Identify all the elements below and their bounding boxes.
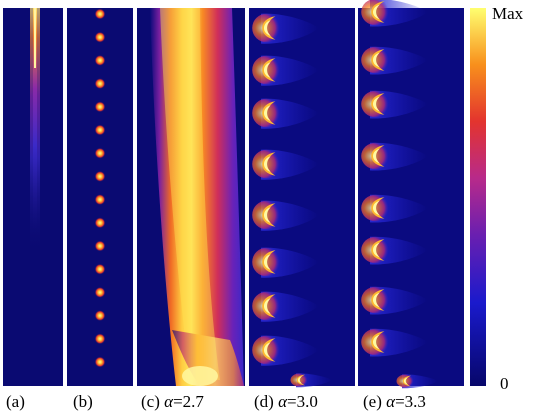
panel-b-dot bbox=[94, 310, 106, 322]
caption-a: (a) bbox=[6, 392, 25, 412]
panel-d-crescent bbox=[252, 55, 319, 86]
panel-d-crescent bbox=[252, 335, 319, 366]
caption-c-alpha: α bbox=[164, 392, 174, 411]
caption-a-label: (a) bbox=[6, 392, 25, 411]
panel-e-crescent bbox=[361, 328, 428, 357]
panel-b-dot bbox=[94, 286, 106, 298]
caption-b: (b) bbox=[73, 392, 93, 412]
panel-b-dot bbox=[94, 78, 106, 90]
panel-d-crescent-partial bbox=[290, 373, 332, 388]
colorbar bbox=[470, 8, 486, 386]
panel-d-crescent bbox=[252, 98, 319, 129]
panel-b-dot bbox=[94, 124, 106, 136]
caption-e-alpha: α bbox=[386, 392, 396, 411]
panel-b-dot bbox=[94, 8, 106, 20]
panel-d-crescent bbox=[252, 200, 319, 231]
colorbar-max-label: Max bbox=[492, 4, 524, 23]
caption-e-label: (e) bbox=[363, 392, 382, 411]
panel-e-crescent-partial bbox=[396, 374, 438, 389]
caption-d: (d) α=3.0 bbox=[254, 392, 318, 412]
panel-d-crescent bbox=[252, 291, 319, 322]
colorbar-min-label: 0 bbox=[500, 374, 509, 393]
panel-c-band bbox=[150, 8, 244, 386]
caption-e: (e) α=3.3 bbox=[363, 392, 426, 412]
panel-e-crescent bbox=[361, 194, 428, 223]
panel-b-dot bbox=[94, 356, 106, 368]
caption-b-label: (b) bbox=[73, 392, 93, 411]
panel-b-dots bbox=[94, 8, 106, 368]
panel-b-dot bbox=[94, 263, 106, 275]
panel-e-crescent bbox=[361, 142, 428, 171]
panel-b-dot bbox=[94, 31, 106, 43]
panel-e-crescent bbox=[361, 46, 428, 75]
caption-c-label: (c) bbox=[141, 392, 160, 411]
panel-b-dot bbox=[94, 170, 106, 182]
panel-b-dot bbox=[94, 217, 106, 229]
panel-b-dot bbox=[94, 194, 106, 206]
panel-e-crescent bbox=[361, 0, 428, 27]
caption-c-value: =2.7 bbox=[173, 392, 204, 411]
panel-d-crescents bbox=[252, 13, 332, 388]
panel-e-crescent bbox=[361, 90, 428, 119]
panel-b-dot bbox=[94, 240, 106, 252]
panel-e-crescents bbox=[361, 0, 438, 389]
panel-e-crescent bbox=[361, 286, 428, 315]
caption-c: (c) α=2.7 bbox=[141, 392, 204, 412]
caption-d-alpha: α bbox=[278, 392, 288, 411]
panel-d-crescent bbox=[252, 149, 319, 180]
caption-d-value: =3.0 bbox=[287, 392, 318, 411]
panel-b-dot bbox=[94, 101, 106, 113]
panel-a-beam bbox=[30, 8, 40, 258]
panel-d-crescent bbox=[252, 247, 319, 278]
caption-d-label: (d) bbox=[254, 392, 274, 411]
panel-e-crescent bbox=[361, 236, 428, 265]
panel-b-dot bbox=[94, 54, 106, 66]
panel-b-dot bbox=[94, 333, 106, 345]
caption-e-value: =3.3 bbox=[395, 392, 426, 411]
panel-b-dot bbox=[94, 147, 106, 159]
panel-d-crescent bbox=[252, 13, 319, 44]
